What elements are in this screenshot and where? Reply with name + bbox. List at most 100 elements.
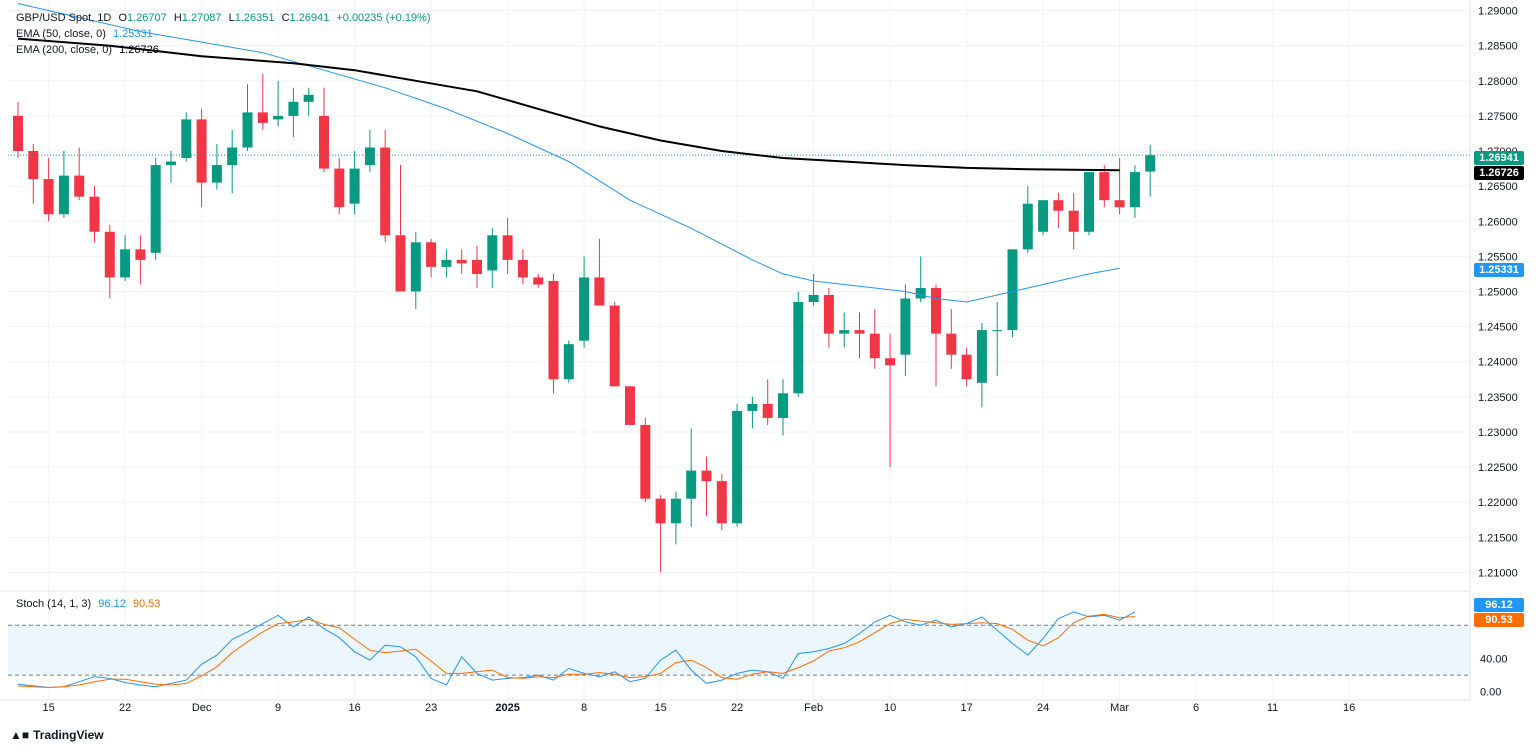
- date-tick-label: 22: [731, 702, 743, 714]
- high-label: H: [173, 12, 182, 24]
- candle-body: [319, 115, 329, 169]
- candle-body: [456, 259, 467, 264]
- legend-ema50[interactable]: EMA (50, close, 0) 1.25331: [16, 26, 431, 42]
- candle-body: [58, 175, 69, 215]
- candle-body: [242, 112, 253, 148]
- candle-body: [517, 259, 528, 278]
- price-tick-label: 1.25000: [1478, 286, 1518, 298]
- candle-body: [288, 101, 299, 116]
- candle-body: [395, 235, 406, 292]
- date-tick-label: Dec: [192, 702, 212, 714]
- date-tick-label: 24: [1037, 702, 1049, 714]
- low-value: 1.26351: [234, 12, 275, 24]
- date-tick-label: 8: [581, 702, 587, 714]
- price-tick-label: 1.27500: [1478, 111, 1518, 123]
- tradingview-logo[interactable]: ▲■ TradingView: [10, 728, 104, 742]
- date-tick-label: 23: [425, 702, 437, 714]
- candle-body: [686, 470, 697, 499]
- candle-body: [166, 161, 176, 166]
- candle-body: [976, 330, 987, 383]
- candle-body: [946, 333, 957, 355]
- candle-body: [900, 298, 911, 355]
- candle-body: [716, 481, 727, 524]
- stoch-k-badge: 96.12: [1474, 598, 1524, 612]
- candle-body: [915, 287, 926, 299]
- price-badge: 1.26941: [1474, 151, 1524, 165]
- low-label: L: [228, 12, 235, 24]
- candle-body: [1099, 172, 1110, 201]
- logo-text: TradingView: [33, 728, 104, 742]
- price-tick-label: 1.23500: [1478, 392, 1518, 404]
- date-tick-label: Feb: [804, 702, 823, 714]
- date-tick-label: 17: [960, 702, 972, 714]
- legend-ema200[interactable]: EMA (200, close, 0) 1.26726: [16, 42, 431, 58]
- date-tick-label: 6: [1193, 702, 1199, 714]
- candle-body: [594, 277, 605, 306]
- date-tick-label: 16: [348, 702, 360, 714]
- price-tick-label: 1.21000: [1478, 567, 1518, 579]
- candle-body: [885, 358, 896, 366]
- candle-body: [380, 147, 391, 236]
- change-value: +0.00235 (+0.19%): [336, 12, 431, 24]
- ema200-badge: 1.26726: [1474, 166, 1524, 180]
- price-tick-label: 1.22000: [1478, 497, 1518, 509]
- stoch-overbought-band: [8, 625, 1470, 676]
- date-tick-label: 15: [654, 702, 666, 714]
- ema50-value: 1.25331: [112, 28, 153, 40]
- stoch-tick-label: 0.00: [1480, 687, 1501, 699]
- candle-body: [196, 119, 207, 183]
- candle-body: [120, 249, 131, 278]
- candle-body: [349, 168, 360, 204]
- date-tick-label: 11: [1267, 702, 1278, 714]
- stoch-legend[interactable]: Stoch (14, 1, 3) 96.12 90.53: [16, 598, 160, 610]
- candle-body: [732, 410, 743, 524]
- stoch-tick-label: 40.00: [1480, 653, 1508, 665]
- candle-body: [563, 344, 574, 380]
- candle-body: [762, 403, 773, 418]
- open-label: O: [118, 12, 127, 24]
- candle-body: [869, 333, 880, 359]
- price-tick-label: 1.23000: [1478, 427, 1518, 439]
- open-value: 1.26707: [127, 12, 167, 24]
- candle-body: [1084, 172, 1094, 232]
- legend-ohlc: GBP/USD Spot, 1D O1.26707 H1.27087 L1.26…: [16, 10, 431, 26]
- price-tick-label: 1.29000: [1478, 6, 1518, 18]
- candle-body: [1022, 203, 1033, 250]
- price-tick-label: 1.26500: [1478, 181, 1518, 193]
- date-tick-label: 10: [884, 702, 896, 714]
- candle-body: [808, 295, 819, 303]
- stoch-d-badge: 90.53: [1474, 613, 1524, 627]
- ema50-line: [17, 3, 1120, 303]
- price-tick-label: 1.26000: [1478, 216, 1518, 228]
- candle-body: [227, 147, 238, 166]
- candle-body: [670, 498, 681, 524]
- candle-body: [487, 235, 498, 271]
- date-tick-label: 2025: [495, 702, 519, 714]
- symbol-label[interactable]: GBP/USD Spot, 1D: [16, 12, 112, 24]
- candle-body: [655, 498, 666, 524]
- candle-body: [793, 302, 804, 394]
- candle-body: [364, 147, 375, 166]
- candle-body: [640, 424, 651, 499]
- price-tick-label: 1.25500: [1478, 251, 1518, 263]
- candle-body: [961, 354, 972, 380]
- price-grid: [8, 0, 1470, 700]
- candle-body: [43, 179, 54, 215]
- ema200-value: 1.26726: [119, 44, 159, 56]
- candle-body: [701, 470, 712, 482]
- ema50-badge: 1.25331: [1474, 263, 1524, 277]
- candle-body: [533, 277, 544, 285]
- candle-body: [548, 280, 559, 380]
- price-tick-label: 1.24500: [1478, 322, 1518, 334]
- candle-body: [257, 112, 268, 123]
- candle-body: [426, 242, 437, 267]
- candle-body: [502, 235, 513, 260]
- candle-body: [89, 196, 100, 232]
- candle-body: [1129, 172, 1140, 208]
- candle-body: [609, 305, 620, 387]
- tradingview-logo-icon: ▲■: [10, 728, 30, 742]
- stoch-k-line: [17, 611, 1136, 689]
- date-tick-label: 16: [1343, 702, 1355, 714]
- date-tick-label: Mar: [1110, 702, 1129, 714]
- date-tick-label: 9: [275, 702, 281, 714]
